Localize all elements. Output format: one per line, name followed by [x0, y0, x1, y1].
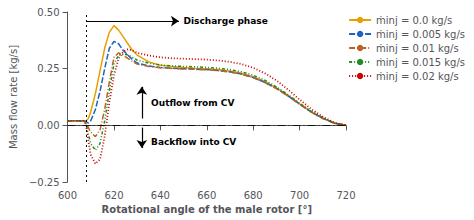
svg-text:680: 680 [244, 190, 263, 201]
svg-text:Backflow into CV: Backflow into CV [151, 137, 236, 147]
svg-text:620: 620 [104, 190, 123, 201]
svg-text:−0.25: −0.25 [29, 177, 60, 188]
svg-text:Mass flow rate [kg/s]: Mass flow rate [kg/s] [8, 45, 19, 149]
svg-text:0.25: 0.25 [37, 63, 59, 74]
svg-text:Discharge phase: Discharge phase [184, 16, 268, 26]
svg-text:Outflow from CV: Outflow from CV [151, 98, 234, 108]
svg-text:640: 640 [151, 190, 170, 201]
svg-text:600: 600 [58, 190, 77, 201]
svg-text:700: 700 [290, 190, 309, 201]
svg-text:ṁinj = 0.01 kg/s: ṁinj = 0.01 kg/s [376, 43, 459, 54]
svg-text:0.50: 0.50 [37, 7, 59, 18]
svg-text:ṁinj = 0.005 kg/s: ṁinj = 0.005 kg/s [376, 29, 465, 40]
svg-text:720: 720 [336, 190, 355, 201]
svg-text:ṁinj = 0.0 kg/s: ṁinj = 0.0 kg/s [376, 15, 452, 26]
svg-text:Rotational angle of the male r: Rotational angle of the male rotor [°] [102, 204, 312, 215]
svg-text:ṁinj = 0.02 kg/s: ṁinj = 0.02 kg/s [376, 71, 459, 82]
svg-text:660: 660 [197, 190, 216, 201]
svg-text:0.00: 0.00 [37, 120, 59, 131]
svg-text:ṁinj = 0.015 kg/s: ṁinj = 0.015 kg/s [376, 57, 465, 68]
